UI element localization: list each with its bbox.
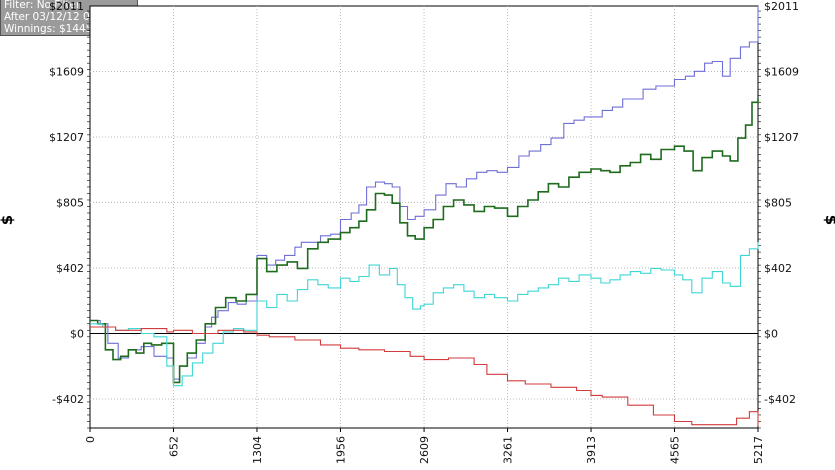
y-tick-label-left: $805 [56, 196, 84, 209]
x-tick-label: 4565 [669, 436, 682, 464]
y-tick-label-right: $0 [764, 328, 778, 341]
x-tick-label: 3261 [502, 436, 515, 464]
y-tick-label-right: $2011 [764, 0, 799, 13]
y-tick-label-right: $402 [764, 262, 792, 275]
winnings-label: Winnings: $1445.54 [4, 23, 110, 35]
y-axis-label-right: $ [822, 215, 835, 225]
y-tick-label-right: $805 [764, 196, 792, 209]
x-tick-label: 652 [167, 436, 180, 457]
series-line-3 [90, 242, 759, 387]
y-tick-label-right: $1609 [764, 65, 799, 78]
x-tick-label: 1956 [334, 436, 347, 464]
filter-label: Filter: No Filter [4, 0, 81, 11]
y-tick-label-left: $1609 [49, 65, 84, 78]
y-axis-label-left: $ [0, 215, 16, 225]
series-line-2 [90, 98, 759, 384]
y-tick-label-left: $0 [70, 328, 84, 341]
series-line-1 [90, 6, 759, 380]
x-tick-label: 5217 [752, 436, 765, 464]
y-tick-label-left: -$402 [52, 393, 84, 406]
x-tick-label: 2609 [418, 436, 431, 464]
series-line-4 [90, 326, 759, 427]
y-tick-label-left: $2011 [49, 0, 84, 13]
x-tick-label: 1304 [251, 436, 264, 464]
x-tick-label: 0 [84, 436, 97, 443]
x-tick-label: 3913 [585, 436, 598, 464]
y-tick-label-right: -$402 [764, 393, 796, 406]
y-tick-label-left: $402 [56, 262, 84, 275]
y-tick-label-left: $1207 [49, 131, 84, 144]
y-tick-label-right: $1207 [764, 131, 799, 144]
